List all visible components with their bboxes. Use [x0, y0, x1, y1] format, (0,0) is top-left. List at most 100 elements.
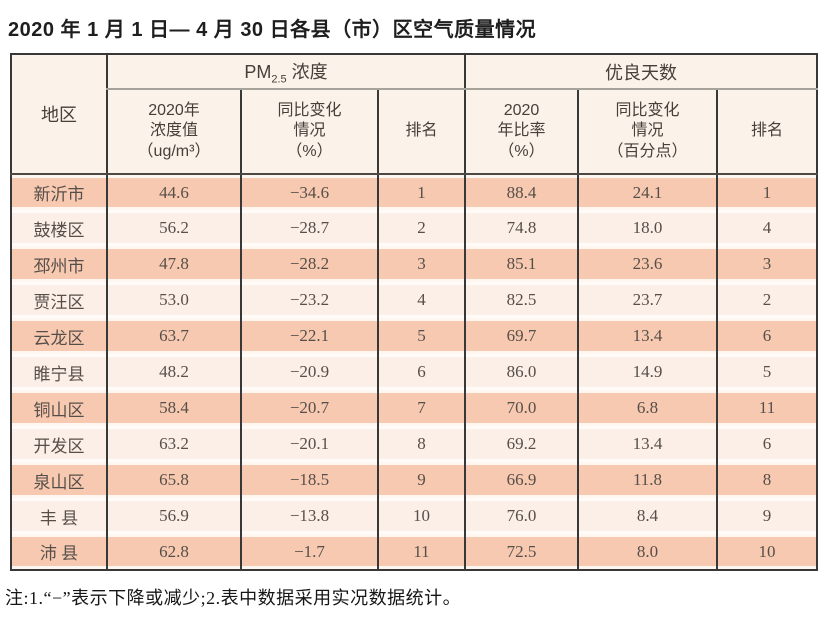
pm25-label-suffix: 浓度	[286, 61, 328, 82]
table-row: 贾汪区 53.0 −23.2 4 82.5 23.7 2	[10, 282, 818, 318]
good-rate-cell: 69.7	[464, 318, 578, 354]
good-change-cell: 8.4	[577, 498, 717, 534]
column-header-pm-value: 2020年 浓度值 （ug/m³）	[106, 89, 241, 175]
column-header-region: 地区	[10, 54, 107, 175]
good-rank-cell: 1	[715, 174, 818, 210]
column-header-good-rank: 排名	[715, 89, 818, 175]
column-header-pm-rank: 排名	[377, 89, 465, 175]
table-row: 泉山区 65.8 −18.5 9 66.9 11.8 8	[10, 462, 818, 498]
region-cell: 沛 县	[10, 534, 107, 570]
good-rate-cell: 88.4	[464, 174, 578, 210]
good-rank-cell: 5	[715, 354, 818, 390]
pm-value-cell: 65.8	[106, 462, 241, 498]
good-rank-cell: 6	[715, 426, 818, 462]
pm-change-cell: −18.5	[240, 462, 378, 498]
region-cell: 丰 县	[10, 498, 107, 534]
air-quality-table: 地区 PM2.5 浓度 优良天数 2020年 浓度值 （ug/m³） 同比变化 …	[10, 53, 819, 571]
good-rate-cell: 82.5	[464, 282, 578, 318]
good-rate-cell: 66.9	[464, 462, 578, 498]
pm-value-cell: 62.8	[106, 534, 241, 570]
group-header-good-days: 优良天数	[463, 54, 818, 90]
table-row: 邳州市 47.8 −28.2 3 85.1 23.6 3	[10, 246, 818, 282]
table-footnote: 注:1.“−”表示下降或减少;2.表中数据采用实况数据统计。	[5, 588, 462, 608]
region-cell: 睢宁县	[10, 354, 107, 390]
region-cell: 铜山区	[10, 390, 107, 426]
pm-value-cell: 48.2	[106, 354, 241, 390]
pm-value-cell: 44.6	[106, 174, 241, 210]
column-header-good-change: 同比变化 情况 （百分点）	[577, 89, 717, 175]
pm-rank-cell: 8	[377, 426, 465, 462]
good-rate-cell: 69.2	[464, 426, 578, 462]
good-rank-cell: 9	[715, 498, 818, 534]
good-change-cell: 6.8	[577, 390, 717, 426]
table-row: 铜山区 58.4 −20.7 7 70.0 6.8 11	[10, 390, 818, 426]
column-header-good-rate: 2020 年比率 （%）	[464, 89, 578, 175]
region-cell: 鼓楼区	[10, 210, 107, 246]
pm-change-cell: −28.7	[240, 210, 378, 246]
pm-change-cell: −1.7	[240, 534, 378, 570]
good-rank-cell: 4	[715, 210, 818, 246]
pm-change-cell: −20.9	[240, 354, 378, 390]
pm25-label: PM	[244, 61, 272, 82]
region-cell: 开发区	[10, 426, 107, 462]
good-rank-cell: 3	[715, 246, 818, 282]
sub-header-row: 2020年 浓度值 （ug/m³） 同比变化 情况 （%） 排名 2020 年比…	[11, 89, 818, 175]
pm-change-cell: −34.6	[240, 174, 378, 210]
pm-rank-cell: 6	[377, 354, 465, 390]
pm-rank-cell: 7	[377, 390, 465, 426]
good-change-cell: 23.6	[577, 246, 717, 282]
table-row: 沛 县 62.8 −1.7 11 72.5 8.0 10	[10, 534, 818, 570]
pm-rank-cell: 1	[377, 174, 465, 210]
good-rate-cell: 86.0	[464, 354, 578, 390]
group-header-row: 地区 PM2.5 浓度 优良天数	[10, 54, 818, 175]
pm-change-cell: −23.2	[240, 282, 378, 318]
good-change-cell: 23.7	[577, 282, 717, 318]
table-body: 新沂市 44.6 −34.6 1 88.4 24.1 1 鼓楼区 56.2 −2…	[10, 174, 818, 570]
table-row: 新沂市 44.6 −34.6 1 88.4 24.1 1	[10, 174, 818, 210]
region-cell: 邳州市	[10, 246, 107, 282]
pm-change-cell: −28.2	[240, 246, 378, 282]
good-rank-cell: 8	[715, 462, 818, 498]
pm-change-cell: −20.1	[240, 426, 378, 462]
good-change-cell: 8.0	[577, 534, 717, 570]
good-change-cell: 24.1	[577, 174, 717, 210]
pm-change-cell: −22.1	[240, 318, 378, 354]
table-row: 丰 县 56.9 −13.8 10 76.0 8.4 9	[10, 498, 818, 534]
column-header-pm-change: 同比变化 情况 （%）	[240, 89, 378, 175]
good-rate-cell: 76.0	[464, 498, 578, 534]
pm-rank-cell: 3	[377, 246, 465, 282]
good-rate-cell: 74.8	[464, 210, 578, 246]
pm-value-cell: 53.0	[106, 282, 241, 318]
good-rate-cell: 72.5	[464, 534, 578, 570]
pm-rank-cell: 11	[377, 534, 465, 570]
good-rank-cell: 11	[715, 390, 818, 426]
pm-value-cell: 56.2	[106, 210, 241, 246]
region-cell: 新沂市	[10, 174, 107, 210]
group-header-pm25: PM2.5 浓度	[106, 54, 465, 90]
good-change-cell: 13.4	[577, 426, 717, 462]
region-cell: 云龙区	[10, 318, 107, 354]
good-rank-cell: 2	[715, 282, 818, 318]
good-change-cell: 11.8	[577, 462, 717, 498]
table-row: 云龙区 63.7 −22.1 5 69.7 13.4 6	[10, 318, 818, 354]
pm-rank-cell: 10	[377, 498, 465, 534]
pm-value-cell: 56.9	[106, 498, 241, 534]
pm-change-cell: −13.8	[240, 498, 378, 534]
table-row: 鼓楼区 56.2 −28.7 2 74.8 18.0 4	[10, 210, 818, 246]
pm-rank-cell: 2	[377, 210, 465, 246]
good-rate-cell: 70.0	[464, 390, 578, 426]
good-change-cell: 14.9	[577, 354, 717, 390]
table-row: 开发区 63.2 −20.1 8 69.2 13.4 6	[10, 426, 818, 462]
pm25-subscript: 2.5	[271, 73, 287, 86]
region-cell: 贾汪区	[10, 282, 107, 318]
table-row: 睢宁县 48.2 −20.9 6 86.0 14.9 5	[10, 354, 818, 390]
good-rank-cell: 10	[715, 534, 818, 570]
pm-rank-cell: 4	[377, 282, 465, 318]
pm-value-cell: 63.7	[106, 318, 241, 354]
pm-value-cell: 58.4	[106, 390, 241, 426]
pm-value-cell: 47.8	[106, 246, 241, 282]
table-header: 地区 PM2.5 浓度 优良天数 2020年 浓度值 （ug/m³） 同比变化 …	[10, 54, 818, 175]
region-cell: 泉山区	[10, 462, 107, 498]
good-rate-cell: 85.1	[464, 246, 578, 282]
